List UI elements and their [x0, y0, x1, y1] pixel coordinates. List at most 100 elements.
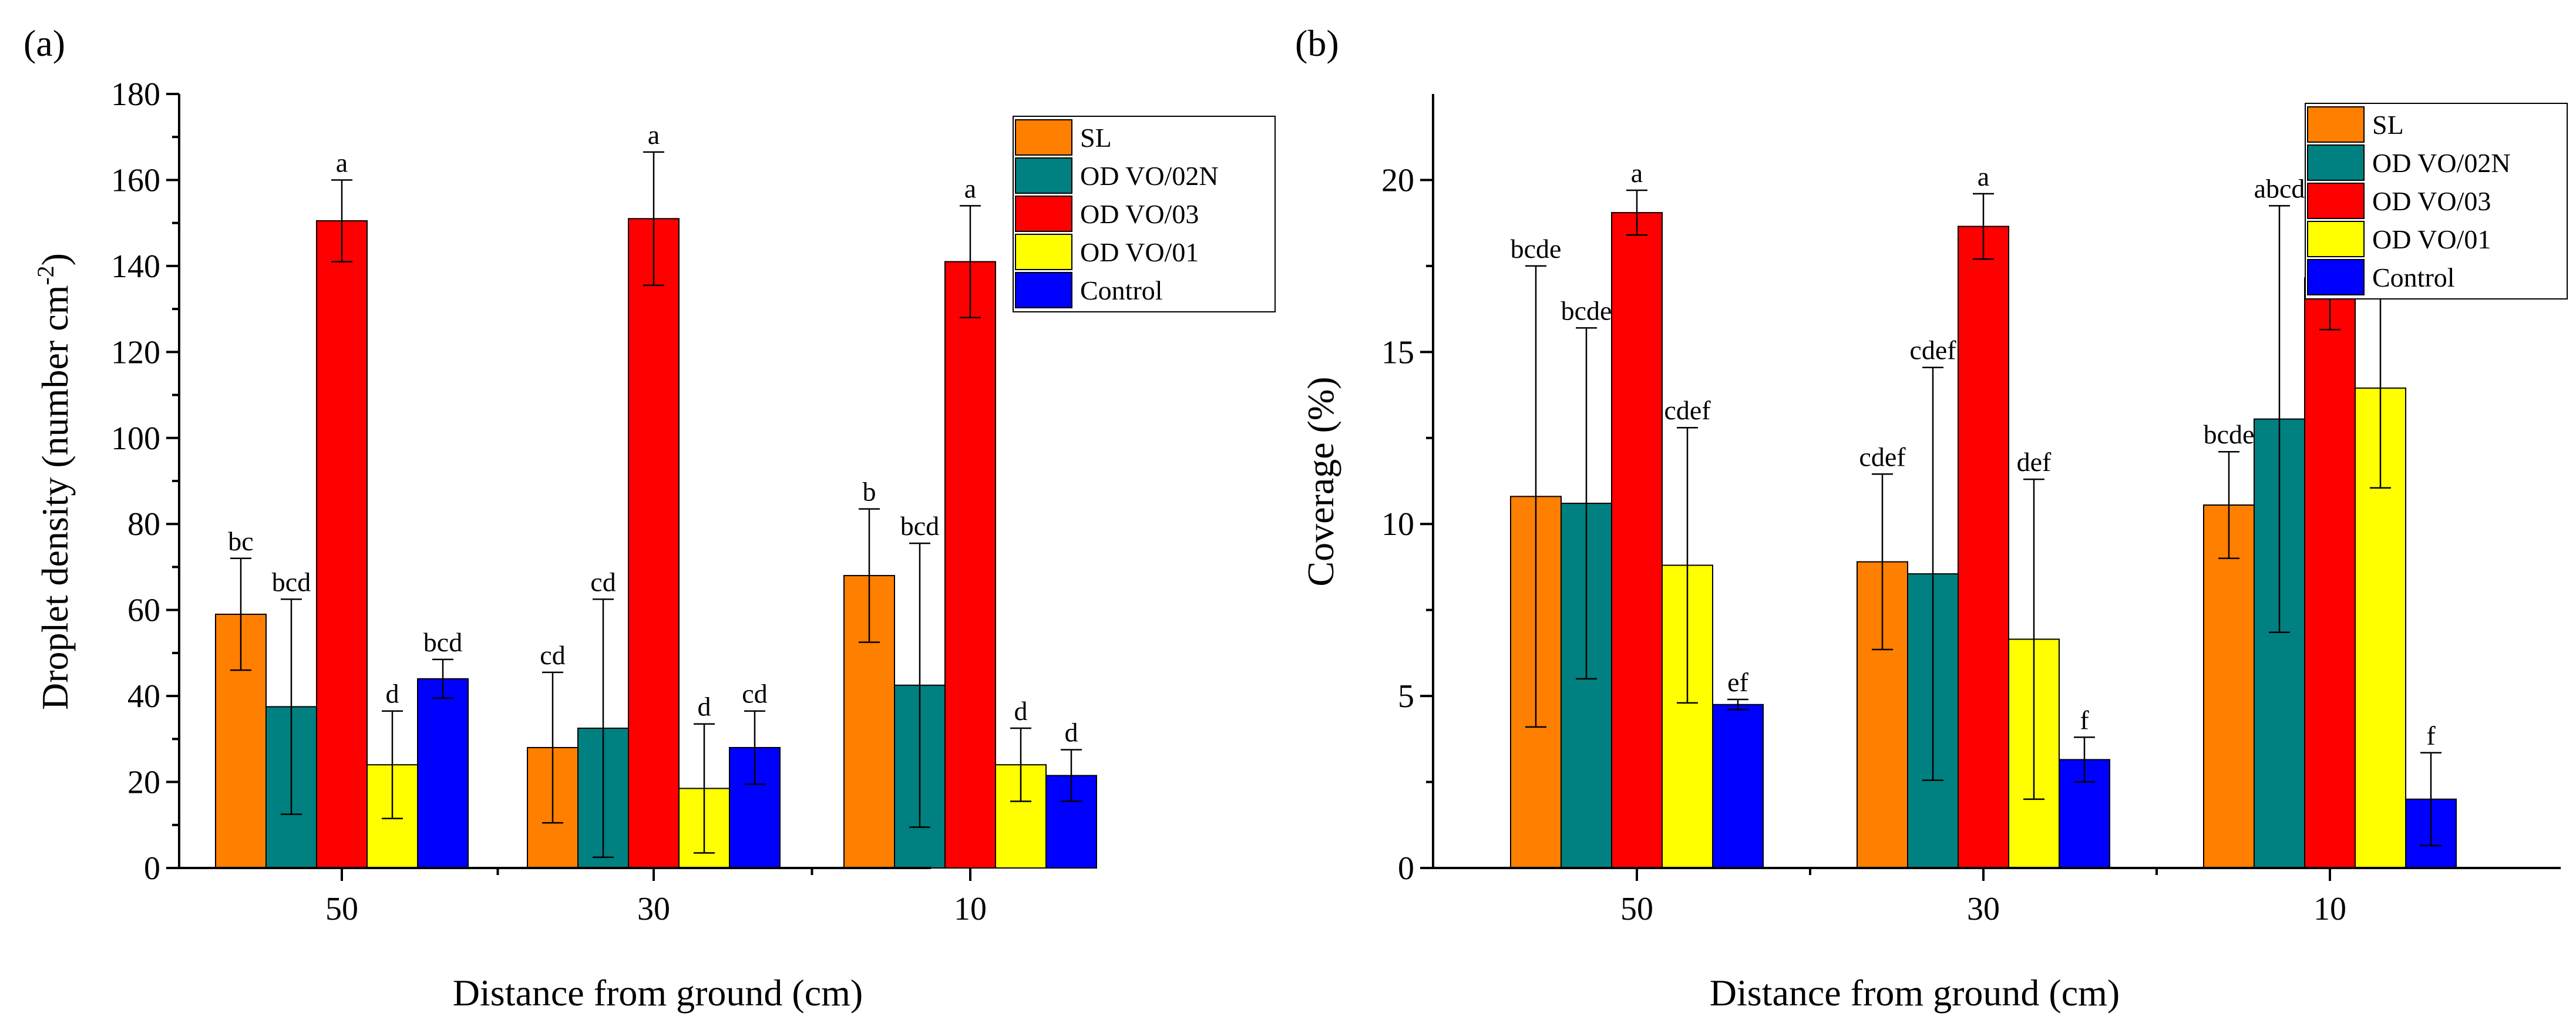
panel-b-bar-sl-10	[2203, 504, 2255, 869]
panel-a-error-bar	[909, 542, 930, 828]
panel-a-significance-letter: a	[648, 120, 660, 150]
panel-b-bar-control-50	[1712, 704, 1764, 869]
panel-a-y-axis-title: Droplet density (number cm-2)	[32, 253, 76, 710]
panel-a-significance-letter: cd	[742, 679, 767, 709]
panel-a-significance-letter: b	[863, 477, 876, 507]
panel-a-error-bar	[281, 598, 302, 815]
panel-b-error-bar	[2420, 752, 2442, 847]
panel-b-significance-letter: abcd	[2254, 173, 2305, 203]
panel-a-x-tick-label: 30	[637, 891, 670, 927]
panel-a-error-bar	[694, 723, 715, 854]
panel-b-error-bar	[2023, 478, 2044, 800]
panel-a-legend-swatch	[1015, 196, 1072, 232]
panel-a-legend-swatch	[1015, 234, 1072, 270]
panel-a-significance-letter: bcd	[423, 627, 462, 657]
panel-a-y-tick-label: 40	[127, 678, 160, 715]
panel-a-significance-letter: bcd	[900, 511, 939, 541]
panel-a-x-ticks: 50 30 10	[325, 868, 987, 927]
panel-b-significance-letter: a	[1978, 161, 1989, 191]
panel-b-legend-swatch	[2307, 106, 2365, 143]
panel-a-y-tick-label: 180	[111, 76, 160, 113]
panel-a-bar-od-vo-03-50	[316, 220, 368, 869]
panel-a-legend-label: OD VO/03	[1080, 199, 1199, 229]
panel-b-error-bar	[2269, 205, 2290, 633]
panel-a-error-bar	[643, 151, 664, 287]
panel-a-significance-letter: a	[336, 147, 348, 177]
panel-b-x-axis-title: Distance from ground (cm)	[1710, 972, 2120, 1014]
panel-a-significance-letter: bc	[228, 526, 253, 556]
panel-a-error-bar	[960, 205, 981, 319]
panel-b: (b) bcdecdefbcdebcdecdefabcdaaabcdefdefa…	[1295, 22, 2568, 1014]
panel-a-error-bar	[382, 710, 403, 820]
panel-a-error-bar	[331, 179, 352, 263]
panel-a-significance-letter: a	[964, 173, 976, 203]
panel-a-y-tick-label: 160	[111, 162, 160, 198]
panel-b-significance-letter: f	[2080, 705, 2089, 735]
panel-b-legend-label: OD VO/01	[2372, 224, 2491, 254]
panel-b-legend-swatch	[2307, 144, 2365, 181]
panel-b-y-axis-title: Coverage (%)	[1300, 376, 1341, 586]
panel-a-error-bar	[593, 598, 614, 858]
panel-a-error-bar	[432, 658, 453, 699]
panel-b-significance-letter: cdef	[1664, 395, 1711, 425]
panel-b-error-bar	[1922, 366, 1943, 781]
panel-a-error-bar	[542, 671, 563, 824]
panel-a-significance-letter: d	[698, 692, 711, 722]
panel-b-error-bars	[1525, 189, 2442, 847]
panel-b-legend-swatch	[2307, 183, 2365, 219]
panel-a-significance-letter: d	[386, 679, 399, 709]
panel-a-legend-label: OD VO/01	[1080, 237, 1199, 267]
panel-a-x-tick-label: 50	[325, 891, 358, 927]
panel-b-legend-swatch	[2307, 221, 2365, 257]
panel-b-error-bar	[1973, 193, 1994, 260]
panel-a-legend: SL OD VO/02N OD VO/03 OD VO/01 Control	[1013, 116, 1276, 312]
panel-b-error-bar	[1626, 189, 1647, 236]
panel-a-significance-letter: bcd	[272, 567, 311, 597]
panel-b-significance-letter: def	[2017, 447, 2052, 477]
panel-b-legend-label: OD VO/02N	[2372, 148, 2511, 178]
panel-b-y-tick-label: 10	[1381, 506, 1414, 543]
panel-a-y-tick-label: 100	[111, 420, 160, 457]
panel-a-legend-swatch	[1015, 119, 1072, 156]
panel-a-significance-letter: cd	[540, 640, 565, 670]
panel-b-y-tick-label: 15	[1381, 334, 1414, 371]
panel-a-legend-label: SL	[1080, 123, 1112, 153]
panel-b-error-bar	[1727, 698, 1748, 711]
panel-b-significance-letter: cdef	[1909, 335, 1956, 365]
panel-a-legend-label: Control	[1080, 275, 1163, 305]
panel-b-y-tick-label: 5	[1398, 678, 1414, 715]
panel-b-bar-od-vo-03-50	[1611, 212, 1663, 869]
panel-b-significance-letter: ef	[1727, 667, 1748, 697]
panel-b-y-tick-label: 20	[1381, 162, 1414, 198]
panel-b-x-tick-label: 30	[1967, 891, 2000, 927]
panel-a-x-tick-label: 10	[954, 891, 987, 927]
panel-a-y-tick-label: 80	[127, 506, 160, 543]
panel-b-significance-letters: bcdecdefbcdebcdecdefabcdaaabcdefdefabcef…	[1511, 158, 2436, 751]
panel-b-legend-swatch	[2307, 259, 2365, 295]
panel-b-legend-label: OD VO/03	[2372, 186, 2491, 216]
panel-b-error-bar	[2074, 736, 2095, 783]
panel-a-bars	[215, 218, 1097, 869]
panel-a-y-tick-label: 0	[144, 850, 160, 887]
panel-a-bar-control-50	[417, 678, 469, 869]
panel-b-significance-letter: bcde	[1511, 234, 1562, 264]
panel-a-error-bar	[859, 508, 880, 643]
panel-a-significance-letter: d	[1065, 718, 1078, 748]
panel-a-bar-od-vo-01-10	[995, 764, 1047, 869]
panel-a-error-bars	[230, 151, 1082, 858]
panel-b-error-bar	[1525, 265, 1546, 728]
panel-b-x-tick-label: 10	[2313, 891, 2346, 927]
panel-b-significance-letter: bcde	[2204, 419, 2255, 449]
panel-a-significance-letter: cd	[590, 567, 616, 597]
panel-a-significance-letter: d	[1014, 696, 1028, 726]
panel-b-significance-letter: cdef	[1859, 442, 1906, 472]
panel-b-error-bar	[1576, 327, 1597, 680]
panel-a-y-tick-label: 120	[111, 334, 160, 371]
panel-b-x-ticks: 50 30 10	[1620, 868, 2346, 927]
panel-b-significance-letter: f	[2426, 721, 2436, 751]
panel-a-legend-swatch	[1015, 157, 1072, 194]
panel-a-error-bar	[1010, 727, 1031, 802]
panel-b-error-bar	[1677, 426, 1698, 704]
